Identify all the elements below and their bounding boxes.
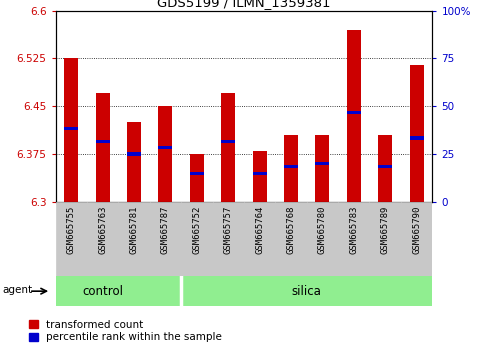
Text: GSM665763: GSM665763 bbox=[98, 205, 107, 254]
Bar bbox=[158, 146, 172, 149]
Bar bbox=[347, 111, 361, 114]
Text: GSM665757: GSM665757 bbox=[224, 205, 233, 254]
Bar bbox=[253, 172, 267, 175]
Legend: transformed count, percentile rank within the sample: transformed count, percentile rank withi… bbox=[29, 320, 222, 342]
Text: GSM665752: GSM665752 bbox=[192, 205, 201, 254]
Bar bbox=[64, 58, 78, 202]
Bar bbox=[87, 202, 118, 276]
Bar bbox=[96, 93, 110, 202]
Bar bbox=[347, 30, 361, 202]
Title: GDS5199 / ILMN_1359381: GDS5199 / ILMN_1359381 bbox=[157, 0, 331, 10]
Text: control: control bbox=[82, 285, 123, 298]
Bar bbox=[284, 165, 298, 168]
Text: agent: agent bbox=[3, 285, 33, 295]
Text: GSM665783: GSM665783 bbox=[349, 205, 358, 254]
Bar bbox=[221, 140, 235, 143]
Bar bbox=[181, 276, 432, 306]
Bar bbox=[284, 135, 298, 202]
Bar bbox=[56, 276, 181, 306]
Bar bbox=[190, 172, 204, 175]
Bar bbox=[213, 202, 244, 276]
Bar bbox=[378, 165, 392, 168]
Bar bbox=[315, 135, 329, 202]
Text: GSM665789: GSM665789 bbox=[381, 205, 390, 254]
Bar bbox=[315, 162, 329, 165]
Bar bbox=[181, 202, 213, 276]
Bar bbox=[410, 65, 424, 202]
Text: silica: silica bbox=[292, 285, 322, 298]
Bar bbox=[338, 202, 369, 276]
Text: GSM665787: GSM665787 bbox=[161, 205, 170, 254]
Bar bbox=[127, 153, 141, 156]
Bar bbox=[221, 93, 235, 202]
Bar bbox=[190, 154, 204, 202]
Bar bbox=[127, 122, 141, 202]
Bar bbox=[244, 202, 275, 276]
Text: GSM665780: GSM665780 bbox=[318, 205, 327, 254]
Bar bbox=[253, 151, 267, 202]
Bar bbox=[378, 135, 392, 202]
Bar bbox=[158, 106, 172, 202]
Bar bbox=[410, 136, 424, 139]
Bar bbox=[118, 202, 150, 276]
Text: GSM665768: GSM665768 bbox=[286, 205, 296, 254]
Bar bbox=[96, 140, 110, 143]
Bar bbox=[275, 202, 307, 276]
Text: GSM665790: GSM665790 bbox=[412, 205, 421, 254]
Bar bbox=[64, 127, 78, 130]
Bar bbox=[150, 202, 181, 276]
Bar bbox=[307, 202, 338, 276]
Bar bbox=[56, 202, 87, 276]
Bar bbox=[401, 202, 432, 276]
Text: GSM665781: GSM665781 bbox=[129, 205, 139, 254]
Bar bbox=[369, 202, 401, 276]
Text: GSM665764: GSM665764 bbox=[255, 205, 264, 254]
Text: GSM665755: GSM665755 bbox=[67, 205, 76, 254]
